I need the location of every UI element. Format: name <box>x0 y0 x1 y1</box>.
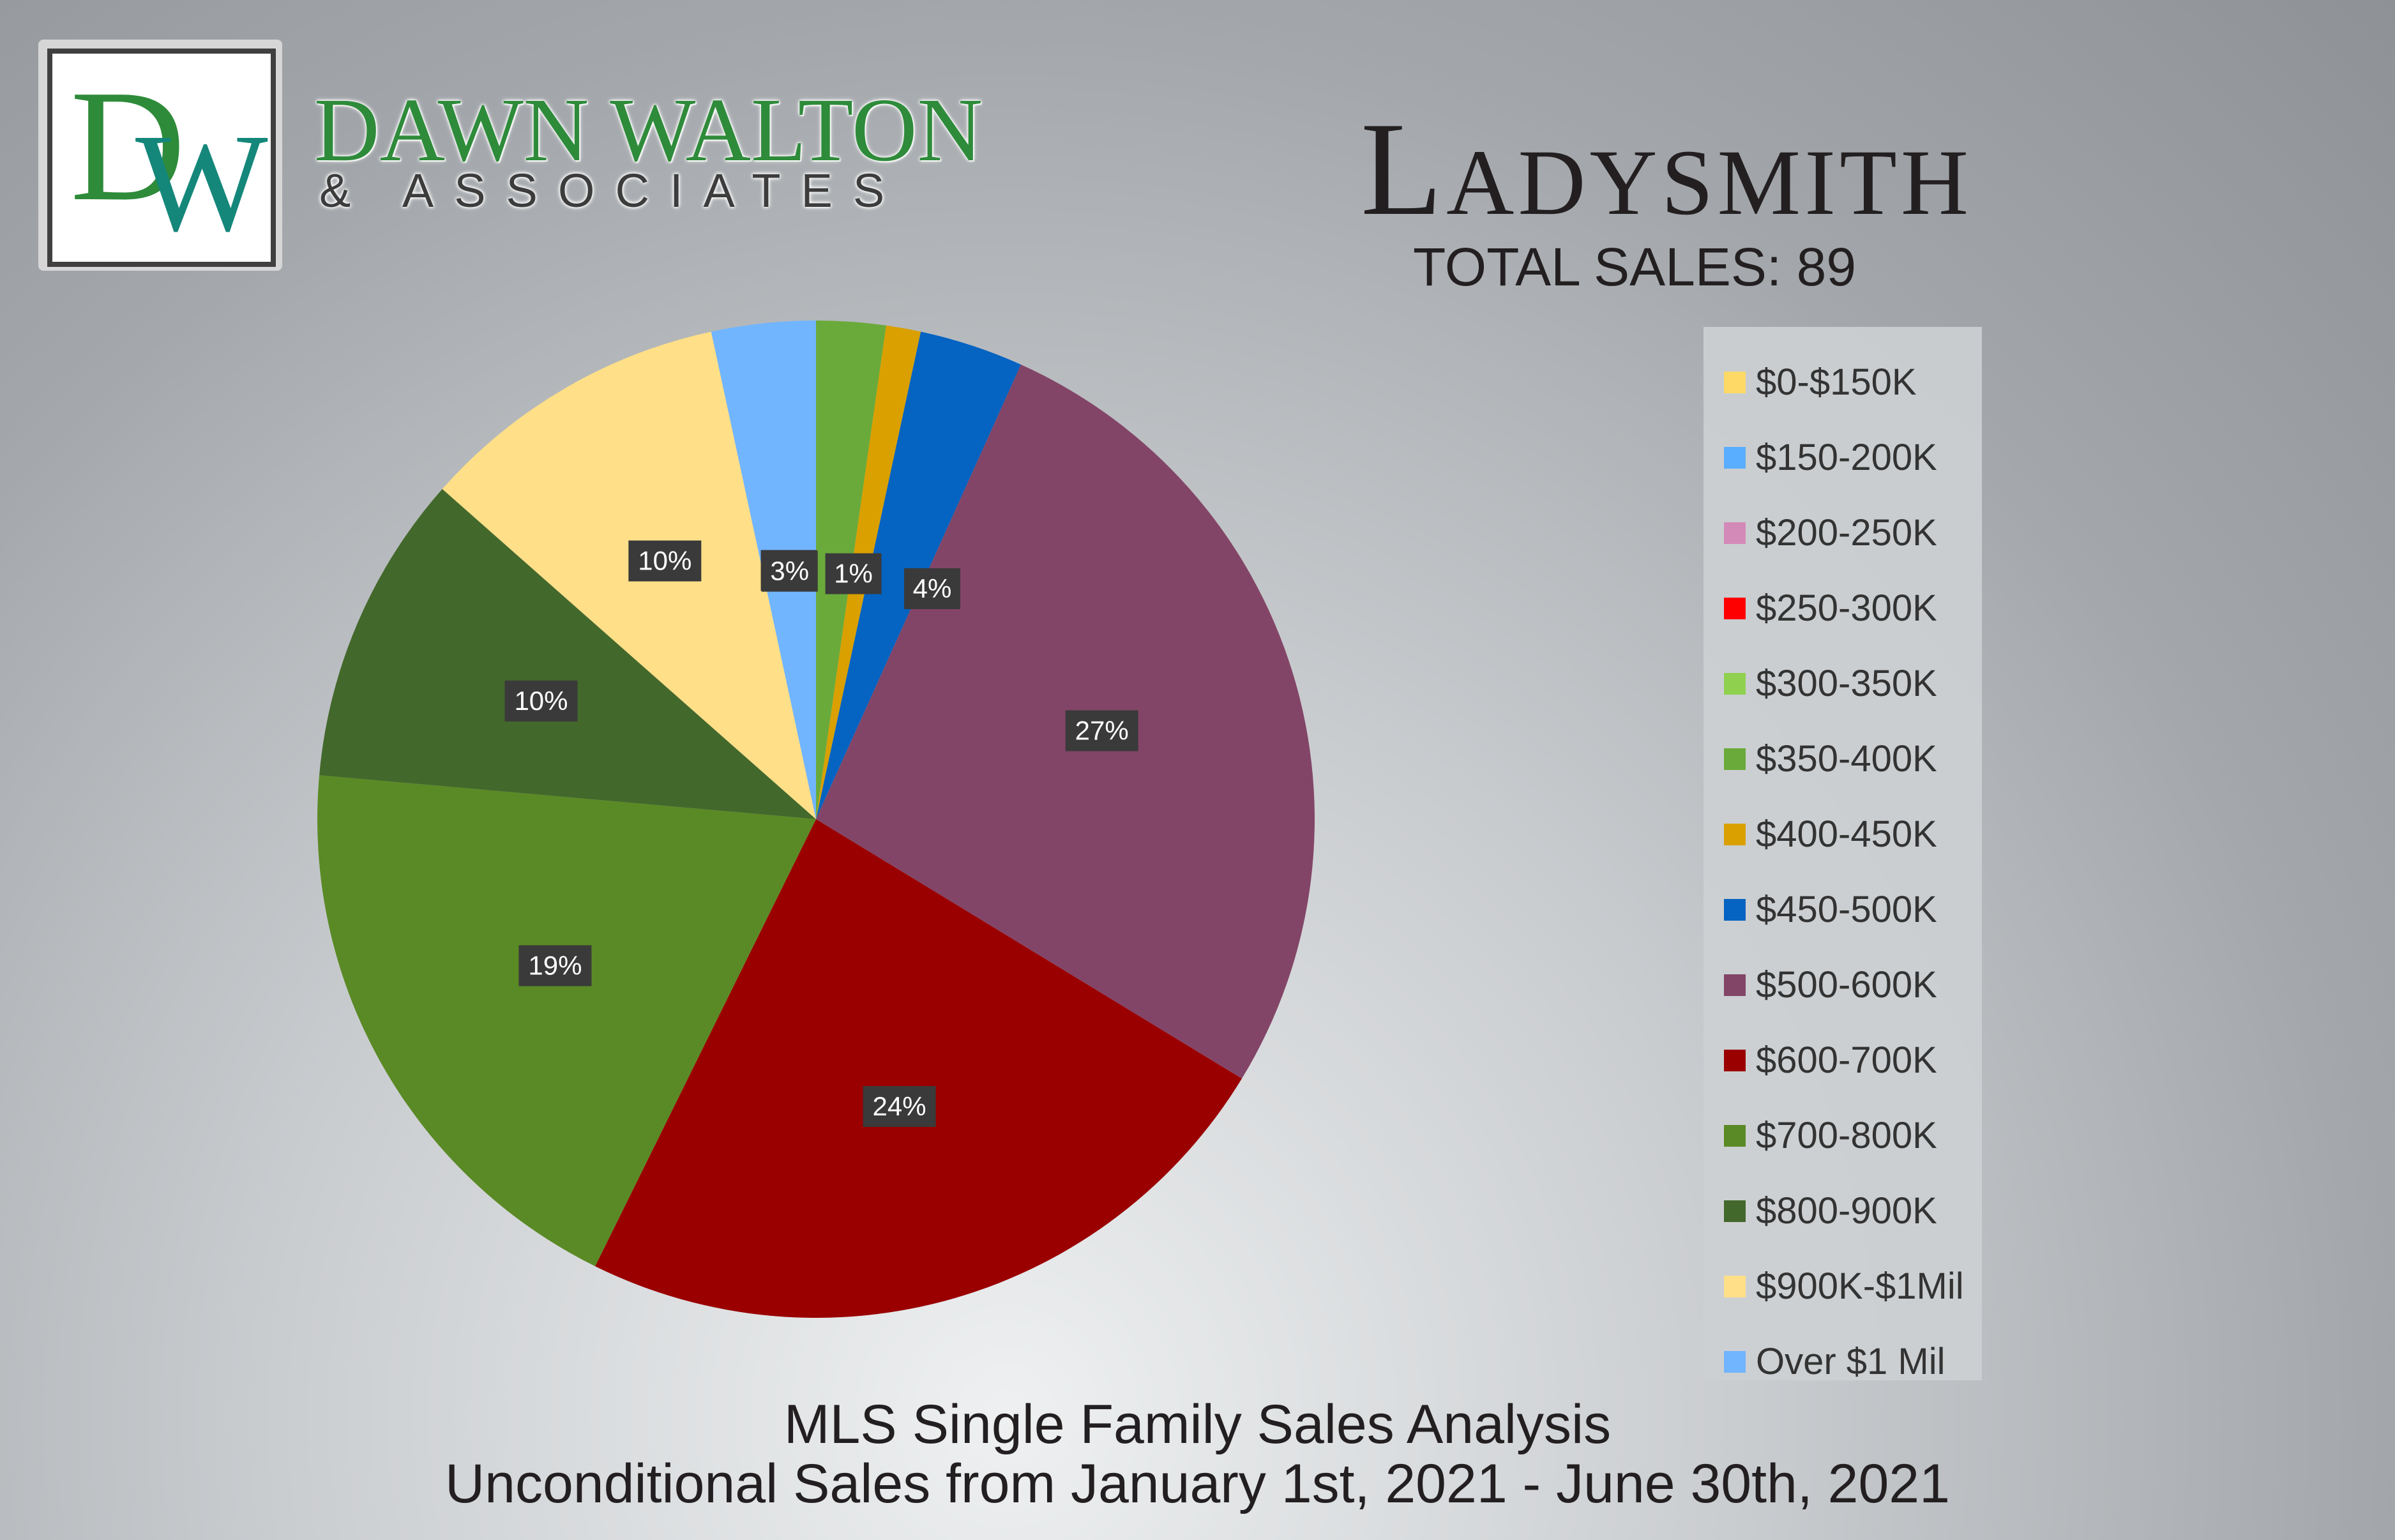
pie-label-text: 4% <box>913 573 952 603</box>
brand-name: DAWN WALTON <box>314 79 983 180</box>
legend-label: Over $1 Mil <box>1756 1341 1945 1382</box>
pie-label-900k-1mil: 10% <box>628 540 702 582</box>
legend-label: $400-450K <box>1756 813 1937 855</box>
brand-subtitle: & ASSOCIATES <box>319 164 905 217</box>
pie-slice-700-800k <box>317 775 816 1267</box>
pie-label-text: 10% <box>638 546 691 576</box>
pie-label-background <box>518 945 592 986</box>
pie-label-text: 27% <box>1075 716 1129 746</box>
pie-label-text: 24% <box>873 1091 926 1121</box>
legend-item-150-200k: $150-200K <box>1724 420 1979 495</box>
legend <box>1704 327 1982 1380</box>
legend-swatch <box>1724 1276 1746 1297</box>
legend-item-350-400k: $350-400K <box>1724 721 1979 797</box>
pie-data-labels: 2%1%4%27%24%19%10%10%3% <box>504 540 1138 1128</box>
footer-subtitle: Unconditional Sales from January 1st, 20… <box>445 1453 1950 1514</box>
legend-item-600-700k: $600-700K <box>1724 1023 1979 1098</box>
pie-label-background <box>1065 710 1138 751</box>
pie-slice-600-700k <box>595 819 1242 1318</box>
pie-label-450-500k: 4% <box>903 568 960 610</box>
legend-swatch <box>1724 974 1746 996</box>
pie-label-background <box>628 540 702 582</box>
legend-label: $700-800K <box>1756 1115 1937 1156</box>
pie-label-background <box>825 553 882 594</box>
legend-label: $450-500K <box>1756 889 1937 930</box>
legend-item-250-300k: $250-300K <box>1724 571 1979 646</box>
footer-title: MLS Single Family Sales Analysis <box>783 1394 1612 1455</box>
pie-slice-500-600k <box>816 365 1315 1079</box>
legend-label: $0-$150K <box>1756 361 1917 403</box>
pie-label-background <box>761 550 818 592</box>
legend-item-200-250k: $200-250K <box>1724 495 1979 571</box>
pie-label-background <box>863 1086 936 1128</box>
legend-item-300-350k: $300-350K <box>1724 646 1979 721</box>
logo-monogram: D W <box>47 49 276 267</box>
legend-swatch <box>1724 598 1746 619</box>
legend-swatch <box>1724 1200 1746 1222</box>
pie-slice-800-900k <box>319 488 816 819</box>
legend-list: $0-$150K $150-200K $200-250K $250-300K $300-… <box>1724 345 1979 1400</box>
legend-item-700-800k: $700-800K <box>1724 1098 1979 1174</box>
logo-letter-w: W <box>135 105 268 260</box>
pie-label-700-800k: 19% <box>518 945 592 986</box>
region-title: Ladysmith <box>1360 95 1973 243</box>
legend-item-over-1-mil: Over $1 Mil <box>1724 1324 1979 1400</box>
legend-swatch <box>1724 372 1746 393</box>
legend-swatch <box>1724 1125 1746 1147</box>
pie-label-400-450k: 1% <box>825 553 882 594</box>
pie-label-600-700k: 24% <box>863 1086 936 1128</box>
pie-label-over-1-mil: 3% <box>761 550 818 592</box>
pie-slices <box>317 321 1315 1318</box>
legend-item-450-500k: $450-500K <box>1724 872 1979 947</box>
legend-label: $600-700K <box>1756 1039 1937 1081</box>
legend-swatch <box>1724 899 1746 921</box>
legend-swatch <box>1724 522 1746 544</box>
legend-item-800-900k: $800-900K <box>1724 1174 1979 1249</box>
pie-label-text: 10% <box>514 686 568 716</box>
legend-swatch <box>1724 447 1746 469</box>
legend-label: $250-300K <box>1756 587 1937 629</box>
legend-item-400-450k: $400-450K <box>1724 797 1979 872</box>
legend-label: $200-250K <box>1756 512 1937 554</box>
pie-label-text: 19% <box>528 951 582 981</box>
pie-label-text: 1% <box>834 559 873 589</box>
legend-label: $500-600K <box>1756 964 1937 1006</box>
legend-label: $300-350K <box>1756 663 1937 704</box>
pie-label-background <box>903 568 960 610</box>
legend-label: $350-400K <box>1756 738 1937 780</box>
legend-item-900k-1mil: $900K-$1Mil <box>1724 1249 1979 1324</box>
legend-label: $900K-$1Mil <box>1756 1265 1964 1307</box>
total-sales: TOTAL SALES: 89 <box>1412 237 1857 297</box>
legend-label: $150-200K <box>1756 437 1937 478</box>
pie-label-text: 3% <box>770 556 809 586</box>
legend-swatch <box>1724 1351 1746 1373</box>
legend-swatch <box>1724 1050 1746 1071</box>
legend-swatch <box>1724 673 1746 695</box>
pie-label-800-900k: 10% <box>504 680 578 721</box>
legend-item-500-600k: $500-600K <box>1724 947 1979 1023</box>
legend-swatch <box>1724 824 1746 845</box>
legend-item-0-150k: $0-$150K <box>1724 345 1979 420</box>
pie-label-background <box>504 680 578 721</box>
logo: D W <box>38 40 282 271</box>
logo-letter-d: D <box>70 57 186 234</box>
pie-label-500-600k: 27% <box>1065 710 1138 751</box>
legend-swatch <box>1724 748 1746 770</box>
legend-label: $800-900K <box>1756 1190 1937 1232</box>
